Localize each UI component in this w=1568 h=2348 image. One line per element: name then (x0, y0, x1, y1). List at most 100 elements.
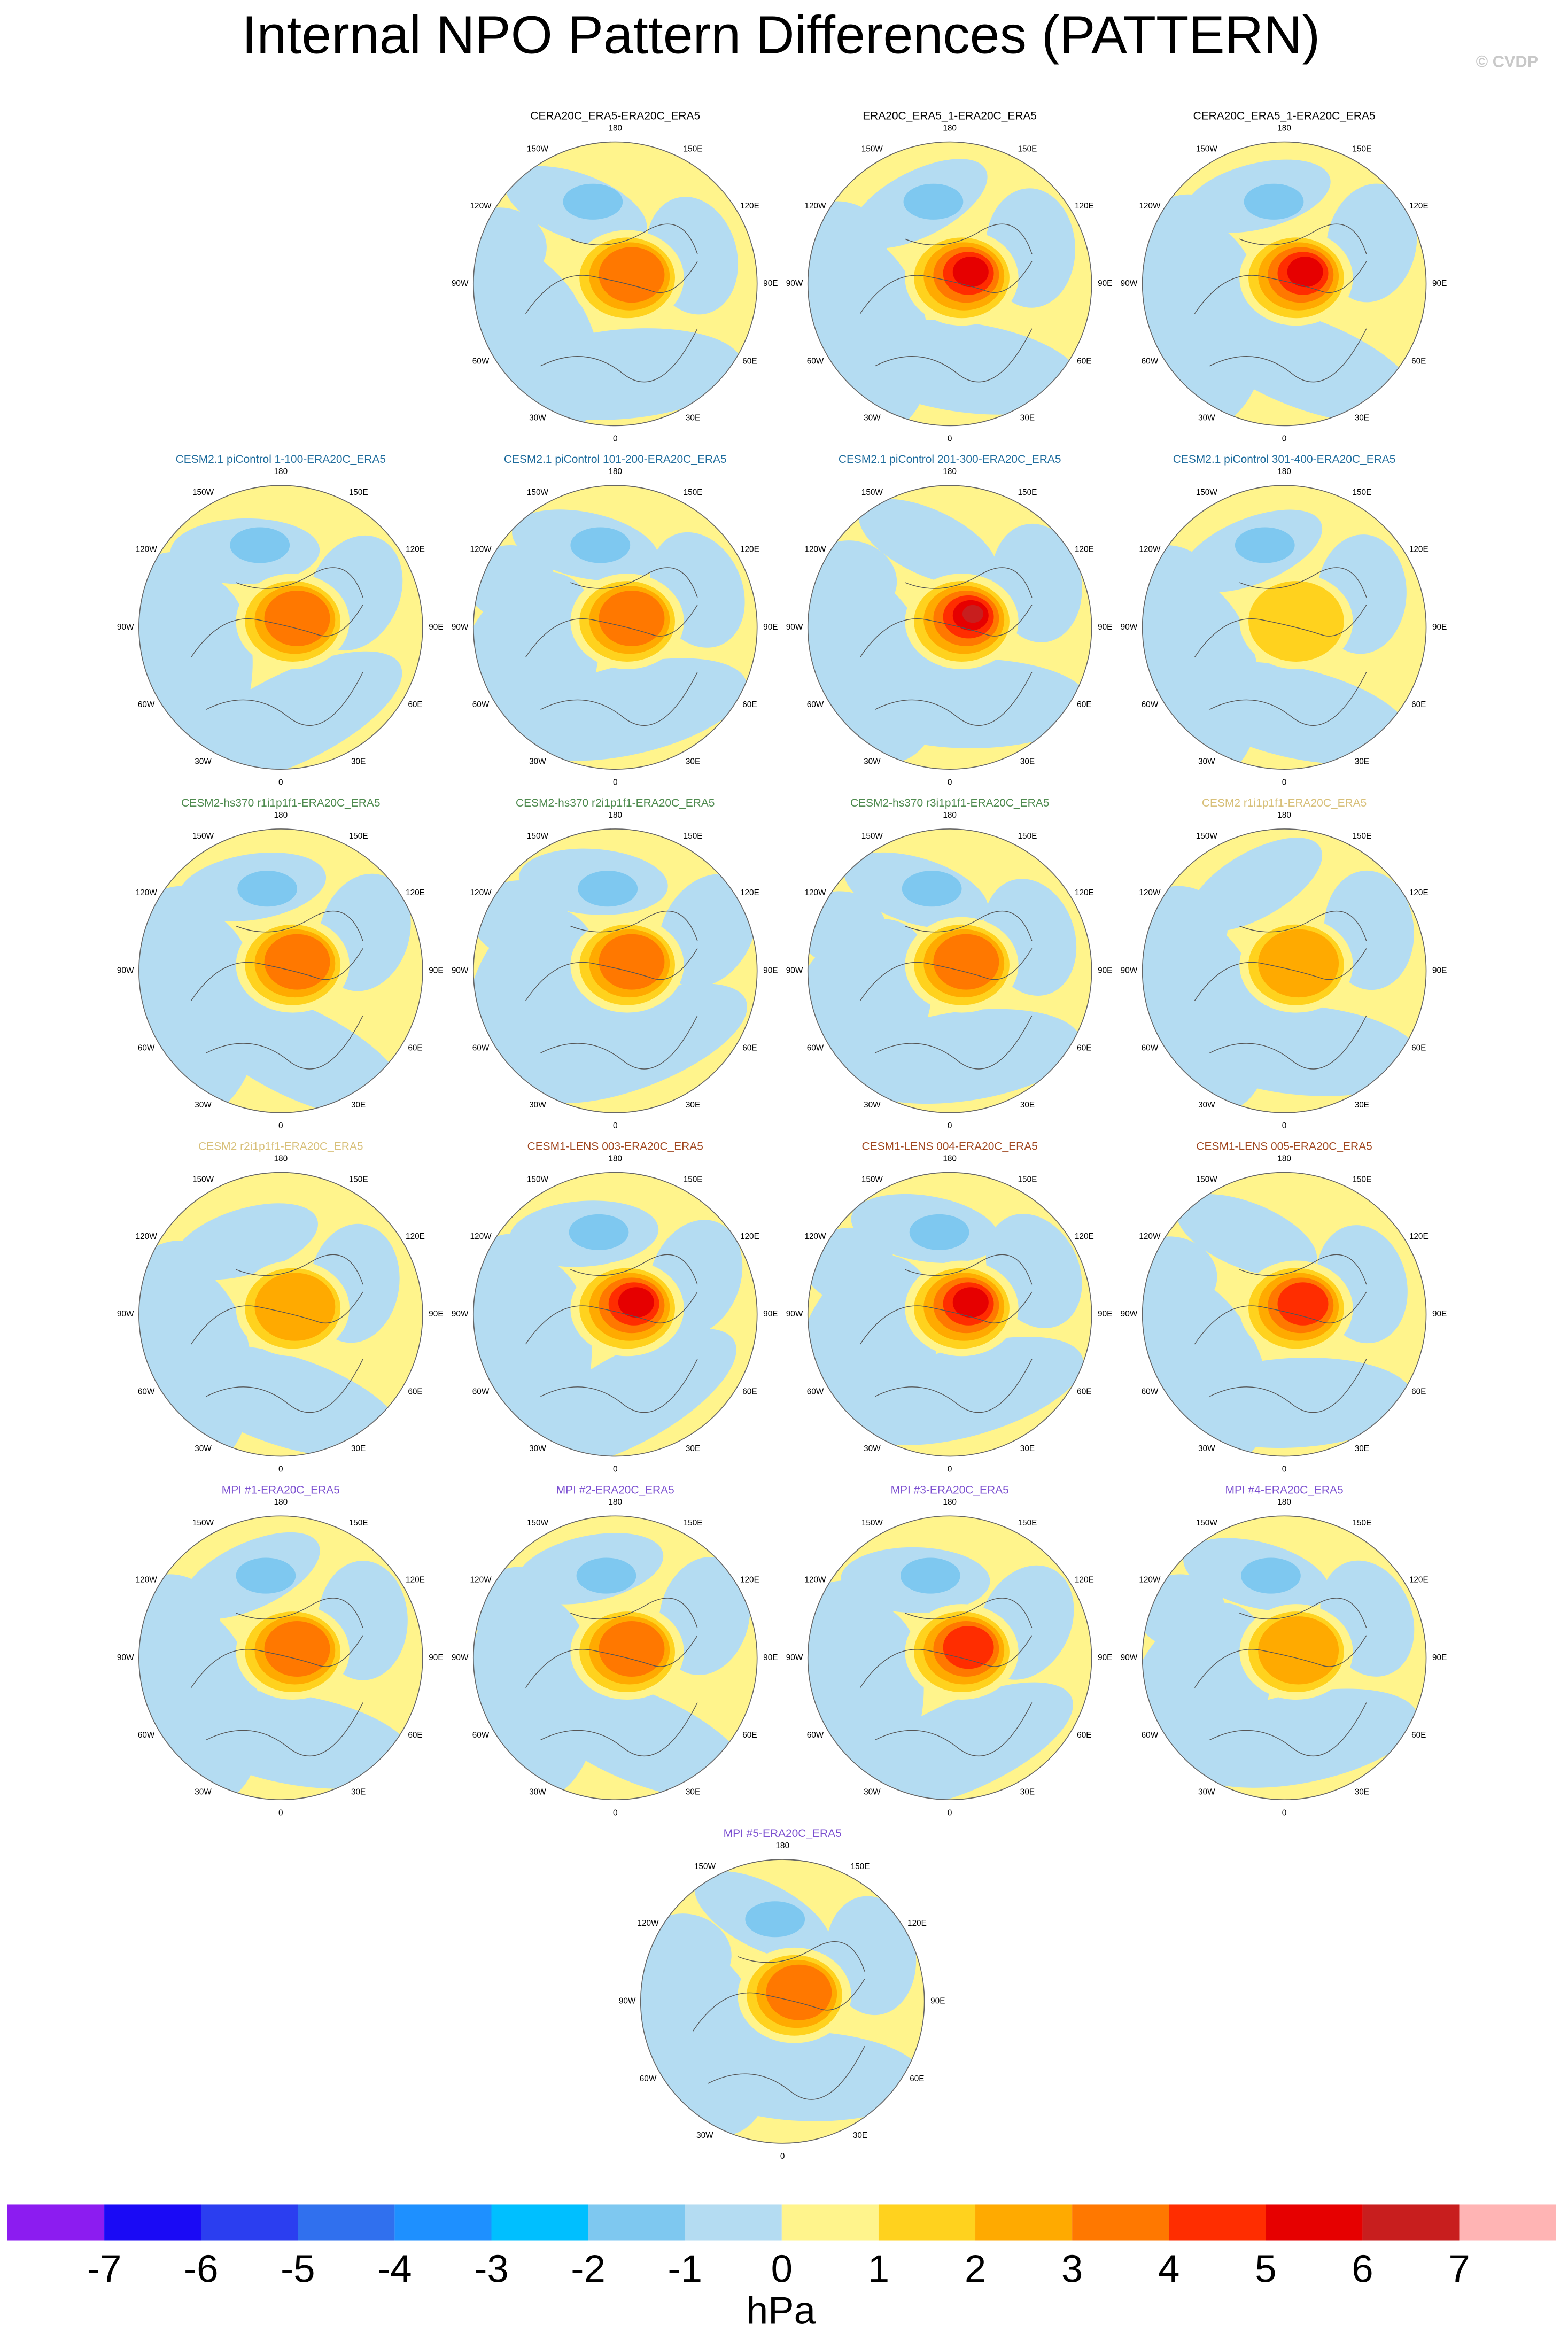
longitude-label: 90W (786, 1653, 803, 1662)
longitude-label: 120W (1139, 202, 1161, 211)
longitude-label: 30E (1020, 1444, 1035, 1453)
coastline (692, 1941, 865, 2100)
longitude-label: 150E (684, 488, 703, 497)
coastline (1194, 223, 1367, 383)
longitude-label: 60W (1142, 1731, 1159, 1740)
colorbar-tick-label: 7 (1448, 2247, 1470, 2290)
map-border (1142, 828, 1427, 1113)
panel-title: CESM1-LENS 005-ERA20C_ERA5 (1196, 1141, 1372, 1153)
map-field (808, 142, 1092, 426)
longitude-label: 120W (136, 1576, 158, 1585)
colorbar-tick-label: -7 (87, 2247, 122, 2290)
negative-anomaly (183, 651, 402, 770)
colorbar-box (394, 2204, 492, 2241)
coastline (859, 1254, 1033, 1413)
longitude-label: 60E (1077, 1044, 1091, 1053)
longitude-label: 90W (452, 279, 469, 288)
coastline (859, 567, 1033, 726)
colorbar-box (104, 2204, 201, 2241)
longitude-label: 30E (1355, 1787, 1369, 1796)
coastline (191, 1598, 363, 1757)
longitude-label: 60W (1142, 357, 1159, 366)
map-panel: CESM2-hs370 r2i1p1f1-ERA20C_ERA5 180 150E 1… (452, 797, 778, 1130)
longitude-label: 180 (943, 467, 957, 476)
positive-anomaly (1277, 1282, 1329, 1326)
longitude-label: 150E (349, 832, 368, 841)
coastline (525, 567, 698, 726)
longitude-label: 150E (684, 1175, 703, 1184)
map-field (473, 142, 757, 426)
longitude-label: 150W (192, 1175, 214, 1184)
longitude-label: 60E (408, 1387, 422, 1396)
longitude-label: 90E (763, 1309, 778, 1319)
colorbar-tick-label: -6 (184, 2247, 219, 2290)
longitude-label: 180 (943, 1154, 957, 1164)
positive-anomaly (952, 1287, 989, 1318)
longitude-label: 150W (694, 1862, 716, 1871)
longitude-label: 60W (1142, 1387, 1159, 1396)
map-border (640, 1859, 925, 2144)
positive-anomaly (1258, 929, 1339, 998)
longitude-label: 90W (452, 623, 469, 632)
longitude-label: 90W (452, 966, 469, 975)
longitude-label: 150E (684, 144, 703, 153)
longitude-label: 150W (192, 1518, 214, 1528)
longitude-label: 90E (1432, 1309, 1447, 1319)
longitude-label: 90E (763, 1653, 778, 1662)
negative-anomaly (851, 658, 1090, 749)
map-border (472, 485, 758, 770)
longitude-label: 60W (472, 357, 490, 366)
longitude-label: 90E (1098, 1653, 1112, 1662)
map-border (1142, 485, 1427, 770)
panel-title: CERA20C_ERA5_1-ERA20C_ERA5 (1193, 110, 1376, 122)
panel-title: CESM1-LENS 003-ERA20C_ERA5 (527, 1141, 703, 1153)
negative-anomaly (1183, 1688, 1418, 1788)
longitude-label: 120E (1075, 545, 1094, 554)
panel-title: CESM2.1 piControl 201-300-ERA20C_ERA5 (839, 453, 1061, 466)
panel-title: CERA20C_ERA5-ERA20C_ERA5 (530, 110, 700, 122)
colorbar-box (201, 2204, 298, 2241)
negative-anomaly (808, 1227, 895, 1303)
negative-anomaly (188, 986, 407, 1113)
longitude-label: 60W (138, 700, 155, 709)
panel-title: MPI #3-ERA20C_ERA5 (891, 1484, 1009, 1496)
longitude-label: 90E (1098, 279, 1112, 288)
longitude-label: 150E (1018, 488, 1037, 497)
longitude-label: 90W (1121, 1653, 1138, 1662)
longitude-label: 120W (804, 888, 826, 897)
longitude-label: 90E (930, 1996, 945, 2005)
longitude-label: 120W (804, 1232, 826, 1241)
longitude-label: 150E (1352, 144, 1371, 153)
coastline (859, 223, 1033, 383)
longitude-label: 60W (1142, 1044, 1159, 1053)
longitude-label: 150E (349, 1175, 368, 1184)
colorbar-box (7, 2204, 105, 2241)
longitude-label: 180 (608, 467, 622, 476)
map-border (138, 485, 423, 770)
negative-anomaly (1189, 838, 1323, 932)
longitude-label: 90W (786, 623, 803, 632)
coastline (191, 1254, 363, 1413)
longitude-label: 180 (608, 1498, 622, 1507)
longitude-label: 60W (138, 1387, 155, 1396)
longitude-label: 0 (278, 1465, 283, 1474)
longitude-label: 30E (1020, 414, 1035, 423)
panel-title: CESM2.1 piControl 101-200-ERA20C_ERA5 (504, 453, 727, 466)
negative-anomaly (745, 1901, 805, 1938)
longitude-label: 120W (1139, 1232, 1161, 1241)
map-field (640, 1859, 925, 2143)
negative-anomaly (1176, 1194, 1317, 1277)
longitude-label: 60E (408, 1731, 422, 1740)
positive-anomaly (766, 1964, 832, 2020)
coastline (1194, 567, 1367, 726)
panel-title: MPI #1-ERA20C_ERA5 (222, 1484, 340, 1496)
positive-anomaly (599, 934, 665, 990)
longitude-label: 30E (351, 757, 366, 766)
colorbar-tick-label: -4 (377, 2247, 412, 2290)
longitude-label: 90W (117, 623, 134, 632)
longitude-label: 120E (740, 888, 759, 897)
longitude-label: 150E (349, 1518, 368, 1528)
map-field (473, 828, 757, 1113)
